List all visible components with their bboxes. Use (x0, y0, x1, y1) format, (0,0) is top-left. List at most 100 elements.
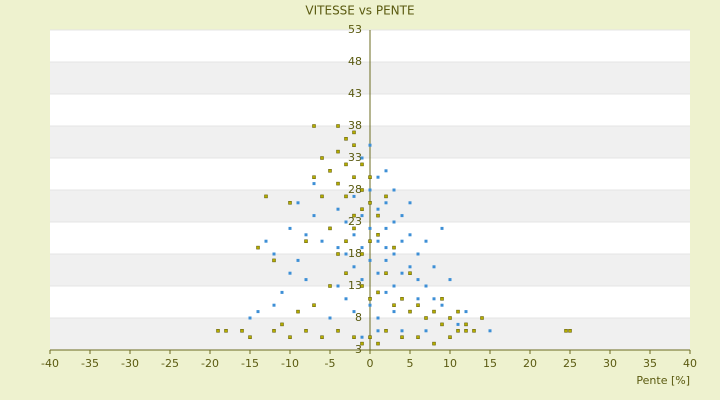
point (272, 329, 276, 333)
y-tick-label: 48 (348, 55, 362, 68)
point (368, 226, 372, 230)
point (368, 239, 372, 243)
point (392, 284, 396, 288)
point (400, 214, 404, 218)
point (336, 252, 340, 256)
point (352, 194, 356, 198)
point (432, 309, 436, 314)
point (472, 329, 476, 333)
point (368, 335, 372, 339)
x-tick-label: -15 (241, 357, 259, 370)
point (376, 316, 380, 320)
point (216, 329, 220, 333)
point (360, 341, 364, 346)
point (416, 252, 420, 256)
point (344, 271, 348, 275)
point (288, 335, 292, 339)
point (368, 297, 372, 301)
point (384, 290, 388, 294)
point (360, 214, 364, 218)
point (328, 316, 332, 320)
point (352, 233, 356, 237)
point (304, 329, 308, 333)
point (280, 322, 284, 327)
point (400, 239, 404, 243)
point (328, 169, 332, 173)
point (448, 316, 452, 320)
point (288, 201, 292, 205)
x-tick-label: -5 (325, 357, 336, 370)
point (272, 303, 276, 307)
point (568, 329, 572, 333)
point (376, 175, 380, 179)
point (336, 124, 340, 128)
y-tick-label: 43 (348, 87, 362, 100)
point (312, 214, 316, 218)
point (408, 201, 412, 205)
point (352, 130, 356, 135)
point (392, 245, 396, 250)
x-tick-label: -35 (81, 357, 99, 370)
point (368, 188, 372, 192)
point (224, 329, 228, 333)
x-tick-label: 0 (367, 357, 374, 370)
point (312, 303, 316, 307)
point (400, 335, 404, 339)
point (360, 335, 364, 339)
point (456, 329, 460, 333)
point (336, 246, 340, 250)
point (564, 329, 568, 333)
point (336, 207, 340, 211)
point (368, 258, 372, 262)
x-tick-label: -40 (41, 357, 59, 370)
point (248, 335, 252, 339)
point (336, 149, 340, 154)
point (448, 278, 452, 282)
point (384, 271, 388, 275)
x-tick-label: -20 (201, 357, 219, 370)
point (272, 258, 276, 263)
point (320, 156, 324, 160)
point (312, 124, 316, 128)
point (392, 303, 396, 307)
point (288, 226, 292, 230)
point (376, 239, 380, 243)
x-tick-label: -30 (121, 357, 139, 370)
y-tick-label: 28 (348, 183, 362, 196)
point (312, 182, 316, 186)
x-tick-label: -25 (161, 357, 179, 370)
point (240, 329, 244, 333)
point (368, 143, 372, 147)
y-tick-label: 53 (348, 23, 362, 36)
point (376, 233, 380, 237)
point (464, 322, 468, 327)
point (464, 310, 468, 314)
point (464, 329, 468, 333)
point (376, 329, 380, 333)
point (344, 252, 348, 256)
point (408, 265, 412, 269)
point (320, 239, 324, 243)
point (352, 335, 356, 339)
point (384, 246, 388, 250)
point (360, 252, 364, 256)
x-tick-label: 5 (407, 357, 414, 370)
chart-title: VITESSE vs PENTE (305, 4, 414, 18)
y-tick-label: 13 (348, 279, 362, 292)
point (384, 201, 388, 205)
point (392, 252, 396, 256)
point (344, 239, 348, 243)
point (312, 175, 316, 179)
point (336, 181, 340, 186)
point (384, 194, 388, 199)
x-tick-label: 20 (523, 357, 537, 370)
point (432, 297, 436, 301)
y-tick-label: 18 (348, 247, 362, 260)
point (376, 213, 380, 218)
point (456, 322, 460, 326)
point (296, 258, 300, 262)
point (272, 252, 276, 256)
point (264, 239, 268, 243)
point (352, 265, 356, 269)
point (344, 194, 348, 199)
